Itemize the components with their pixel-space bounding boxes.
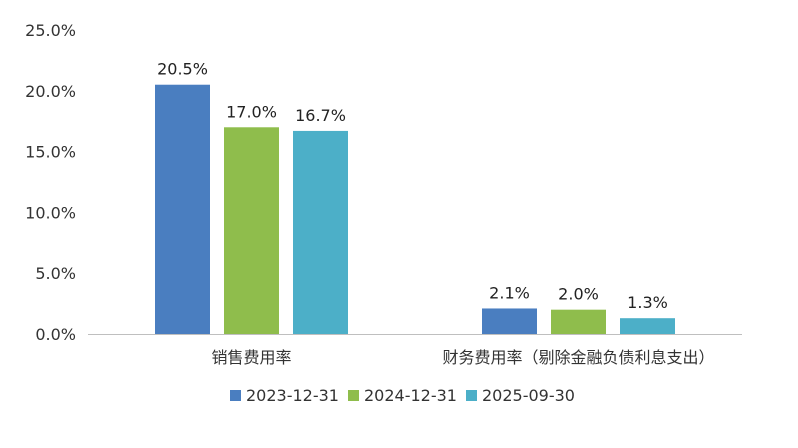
legend-label-2: 2025-09-30 [482, 386, 575, 405]
y-tick-label-0: 0.0% [35, 325, 76, 344]
bar-2023-12-31-0 [155, 84, 210, 334]
legend-label-1: 2024-12-31 [364, 386, 457, 405]
y-tick-label-1: 5.0% [35, 264, 76, 283]
y-tick-label-5: 25.0% [25, 21, 76, 40]
category-label-0: 销售费用率 [211, 348, 291, 367]
bar-2024-12-31-0 [224, 127, 279, 334]
bar-2025-09-30-0 [293, 130, 348, 334]
bar-2024-12-31-1 [551, 309, 606, 334]
data-label-2025-09-30-0: 16.7% [295, 106, 346, 125]
bar-2023-12-31-1 [482, 308, 537, 334]
y-tick-label-3: 15.0% [25, 143, 76, 162]
y-tick-label-2: 10.0% [25, 203, 76, 222]
legend-label-0: 2023-12-31 [246, 386, 339, 405]
legend-swatch-1 [348, 390, 359, 401]
legend-swatch-2 [466, 390, 477, 401]
category-label-1: 财务费用率（剔除金融负债利息支出） [442, 348, 714, 367]
data-label-2023-12-31-0: 20.5% [157, 60, 208, 79]
y-tick-label-4: 20.0% [25, 82, 76, 101]
data-label-2025-09-30-1: 1.3% [627, 293, 668, 312]
data-label-2023-12-31-1: 2.1% [489, 283, 530, 302]
data-label-2024-12-31-0: 17.0% [226, 102, 277, 121]
bar-2025-09-30-1 [620, 318, 675, 334]
data-label-2024-12-31-1: 2.0% [558, 285, 599, 304]
legend-swatch-0 [230, 390, 241, 401]
